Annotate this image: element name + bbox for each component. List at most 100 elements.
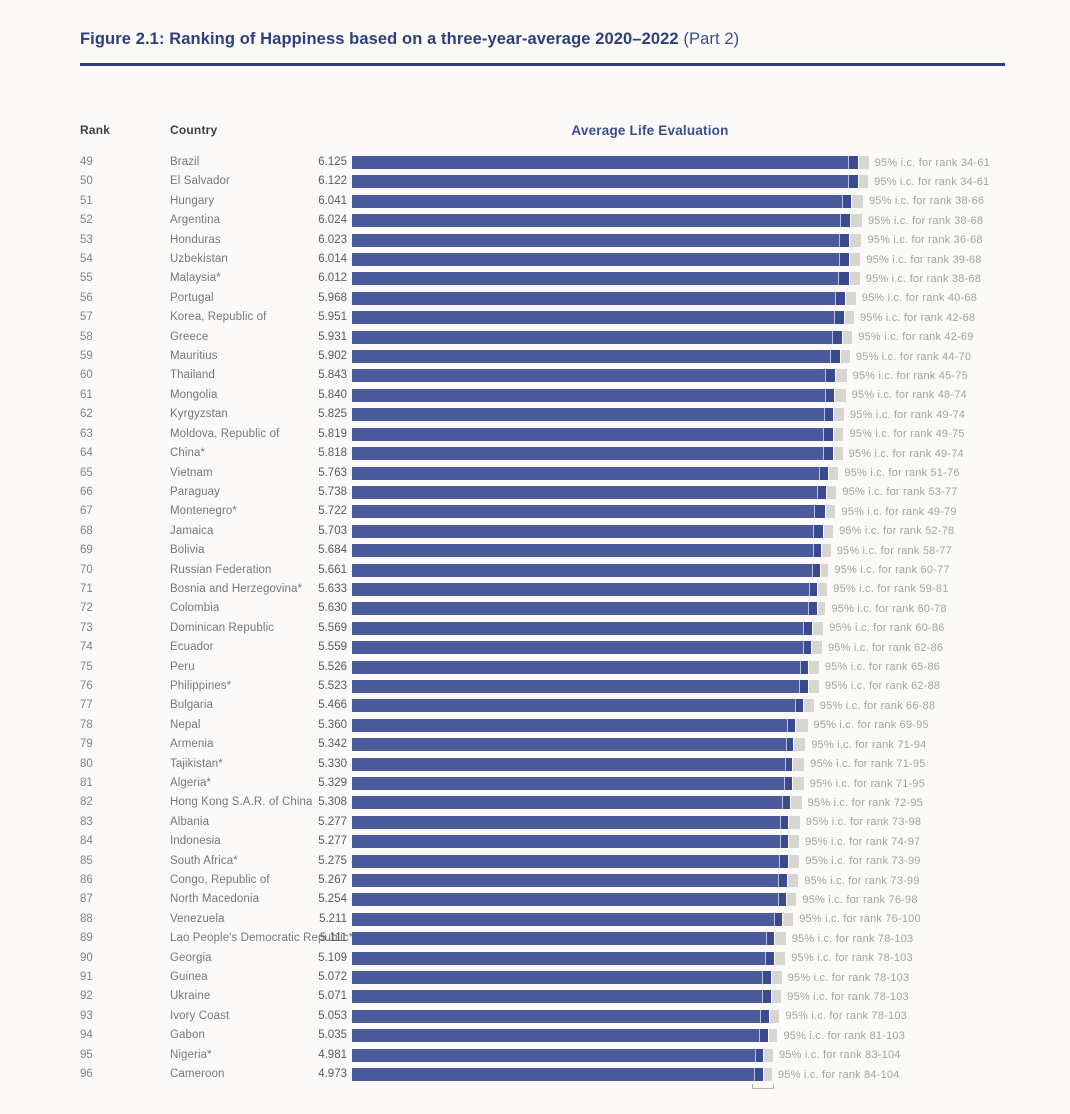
row-rank: 70 [80,563,93,576]
row-ci-label: 95% i.c. for rank 49-74 [848,447,964,460]
ci-upper-segment [770,990,782,1004]
ci-lower-segment [782,796,791,810]
ci-upper-segment [844,291,856,305]
row-rank: 77 [80,699,93,712]
row-value: 5.569 [318,621,347,634]
table-row: 85 South Africa* 5.275 95% i.c. for rank… [0,852,1070,871]
row-country: Indonesia [170,835,221,848]
ci-lower-segment [840,214,850,228]
table-row: 60 Thailand 5.843 95% i.c. for rank 45-7… [0,366,1070,385]
row-ci-label: 95% i.c. for rank 44-70 [855,350,972,363]
row-value: 5.661 [318,563,347,576]
table-row: 92 Ukraine 5.071 95% i.c. for rank 78-10… [0,987,1070,1006]
row-ci-label: 95% i.c. for rank 58-77 [836,544,952,557]
row-ci-label: 95% i.c. for rank 78-103 [787,990,909,1003]
row-rank: 96 [80,1068,93,1081]
chart-rows: 49 Brazil 6.125 95% i.c. for rank 34-61 … [0,153,1070,1085]
row-value: 4.981 [318,1048,347,1061]
ci-lower-segment [817,485,826,499]
row-value: 6.122 [318,175,347,188]
table-row: 96 Cameroon 4.973 95% i.c. for rank 84-1… [0,1065,1070,1084]
row-country: North Macedonia [170,893,260,906]
row-ci-label: 95% i.c. for rank 49-74 [849,408,966,421]
row-rank: 75 [80,660,93,673]
row-country: Paraguay [170,485,221,498]
table-row: 58 Greece 5.931 95% i.c. for rank 42-69 [0,328,1070,347]
ci-upper-segment [782,912,794,926]
row-rank: 50 [80,175,93,188]
row-ci-label: 95% i.c. for rank 66-88 [819,699,936,712]
row-country: Thailand [170,369,215,382]
table-row: 73 Dominican Republic 5.569 95% i.c. for… [0,619,1070,638]
table-row: 65 Vietnam 5.763 95% i.c. for rank 51-76 [0,464,1070,483]
row-bar [352,524,834,538]
row-rank: 90 [80,951,93,964]
row-value: 5.763 [318,466,347,479]
ci-lower-segment [802,641,812,655]
row-country: Georgia [170,951,212,964]
row-bar [352,369,847,383]
row-bar [352,156,869,169]
row-country: Lao People's Democratic Republic* [170,932,354,945]
ci-lower-segment [818,466,829,480]
ci-lower-segment [759,1009,770,1023]
row-ci-label: 95% i.c. for rank 71-95 [809,777,926,790]
ci-upper-segment [834,369,847,383]
row-value: 5.308 [318,796,347,809]
row-rank: 65 [80,466,93,479]
row-value: 4.973 [318,1068,347,1081]
row-ci-label: 95% i.c. for rank 38-68 [865,272,982,285]
row-ci-label: 95% i.c. for rank 69-95 [813,719,929,732]
row-value: 5.109 [318,951,347,964]
row-ci-label: 95% i.c. for rank 74-97 [805,835,921,848]
row-country: China* [170,447,206,460]
row-ci-label: 95% i.c. for rank 81-103 [783,1029,906,1042]
row-value: 5.254 [318,893,347,906]
row-value: 5.818 [318,447,347,460]
row-value: 5.968 [318,291,347,304]
row-country: Mauritius [170,350,218,363]
ci-lower-segment [803,621,812,635]
row-ci-label: 95% i.c. for rank 34-61 [874,156,990,169]
row-value: 5.275 [318,854,347,867]
row-bar [352,1068,772,1082]
row-country: Colombia [170,602,220,615]
row-country: Russian Federation [170,563,272,576]
row-country: Cameroon [170,1068,225,1081]
table-row: 81 Algeria* 5.329 95% i.c. for rank 71-9… [0,774,1070,793]
row-country: Vietnam [170,466,213,479]
row-value: 6.014 [318,253,347,266]
ci-lower-segment [777,893,786,907]
row-ci-label: 95% i.c. for rank 51-76 [844,467,960,479]
table-row: 74 Ecuador 5.559 95% i.c. for rank 62-86 [0,638,1070,657]
row-value: 5.703 [318,524,347,537]
ci-lower-segment [800,660,809,674]
ci-lower-segment [773,912,783,926]
row-bar [352,194,863,208]
ci-lower-segment [835,291,845,305]
row-ci-label: 95% i.c. for rank 59-81 [833,583,949,596]
row-rank: 82 [80,796,93,809]
row-ci-label: 95% i.c. for rank 72-95 [807,796,923,809]
ci-lower-segment [787,718,795,732]
ci-upper-segment [767,1029,778,1043]
column-headers: Rank Country Average Life Evaluation [0,123,1070,141]
ci-lower-segment [808,602,818,616]
row-ci-label: 95% i.c. for rank 62-88 [824,680,941,693]
ci-lower-segment [784,757,793,771]
ci-lower-segment [813,544,822,558]
row-bar [352,447,843,461]
row-ci-label: 95% i.c. for rank 34-61 [874,175,990,188]
row-ci-label: 95% i.c. for rank 76-100 [799,913,921,926]
value-axis-title: Average Life Evaluation [571,123,729,138]
row-value: 6.012 [318,272,347,285]
row-rank: 54 [80,253,93,266]
row-ci-label: 95% i.c. for rank 78-103 [791,932,914,945]
table-row: 52 Argentina 6.024 95% i.c. for rank 38-… [0,211,1070,230]
table-row: 69 Bolivia 5.684 95% i.c. for rank 58-77 [0,541,1070,560]
row-bar [352,485,837,499]
row-value: 5.526 [318,660,347,673]
ci-lower-segment [834,311,844,325]
row-bar [352,815,800,829]
row-rank: 91 [80,971,93,984]
